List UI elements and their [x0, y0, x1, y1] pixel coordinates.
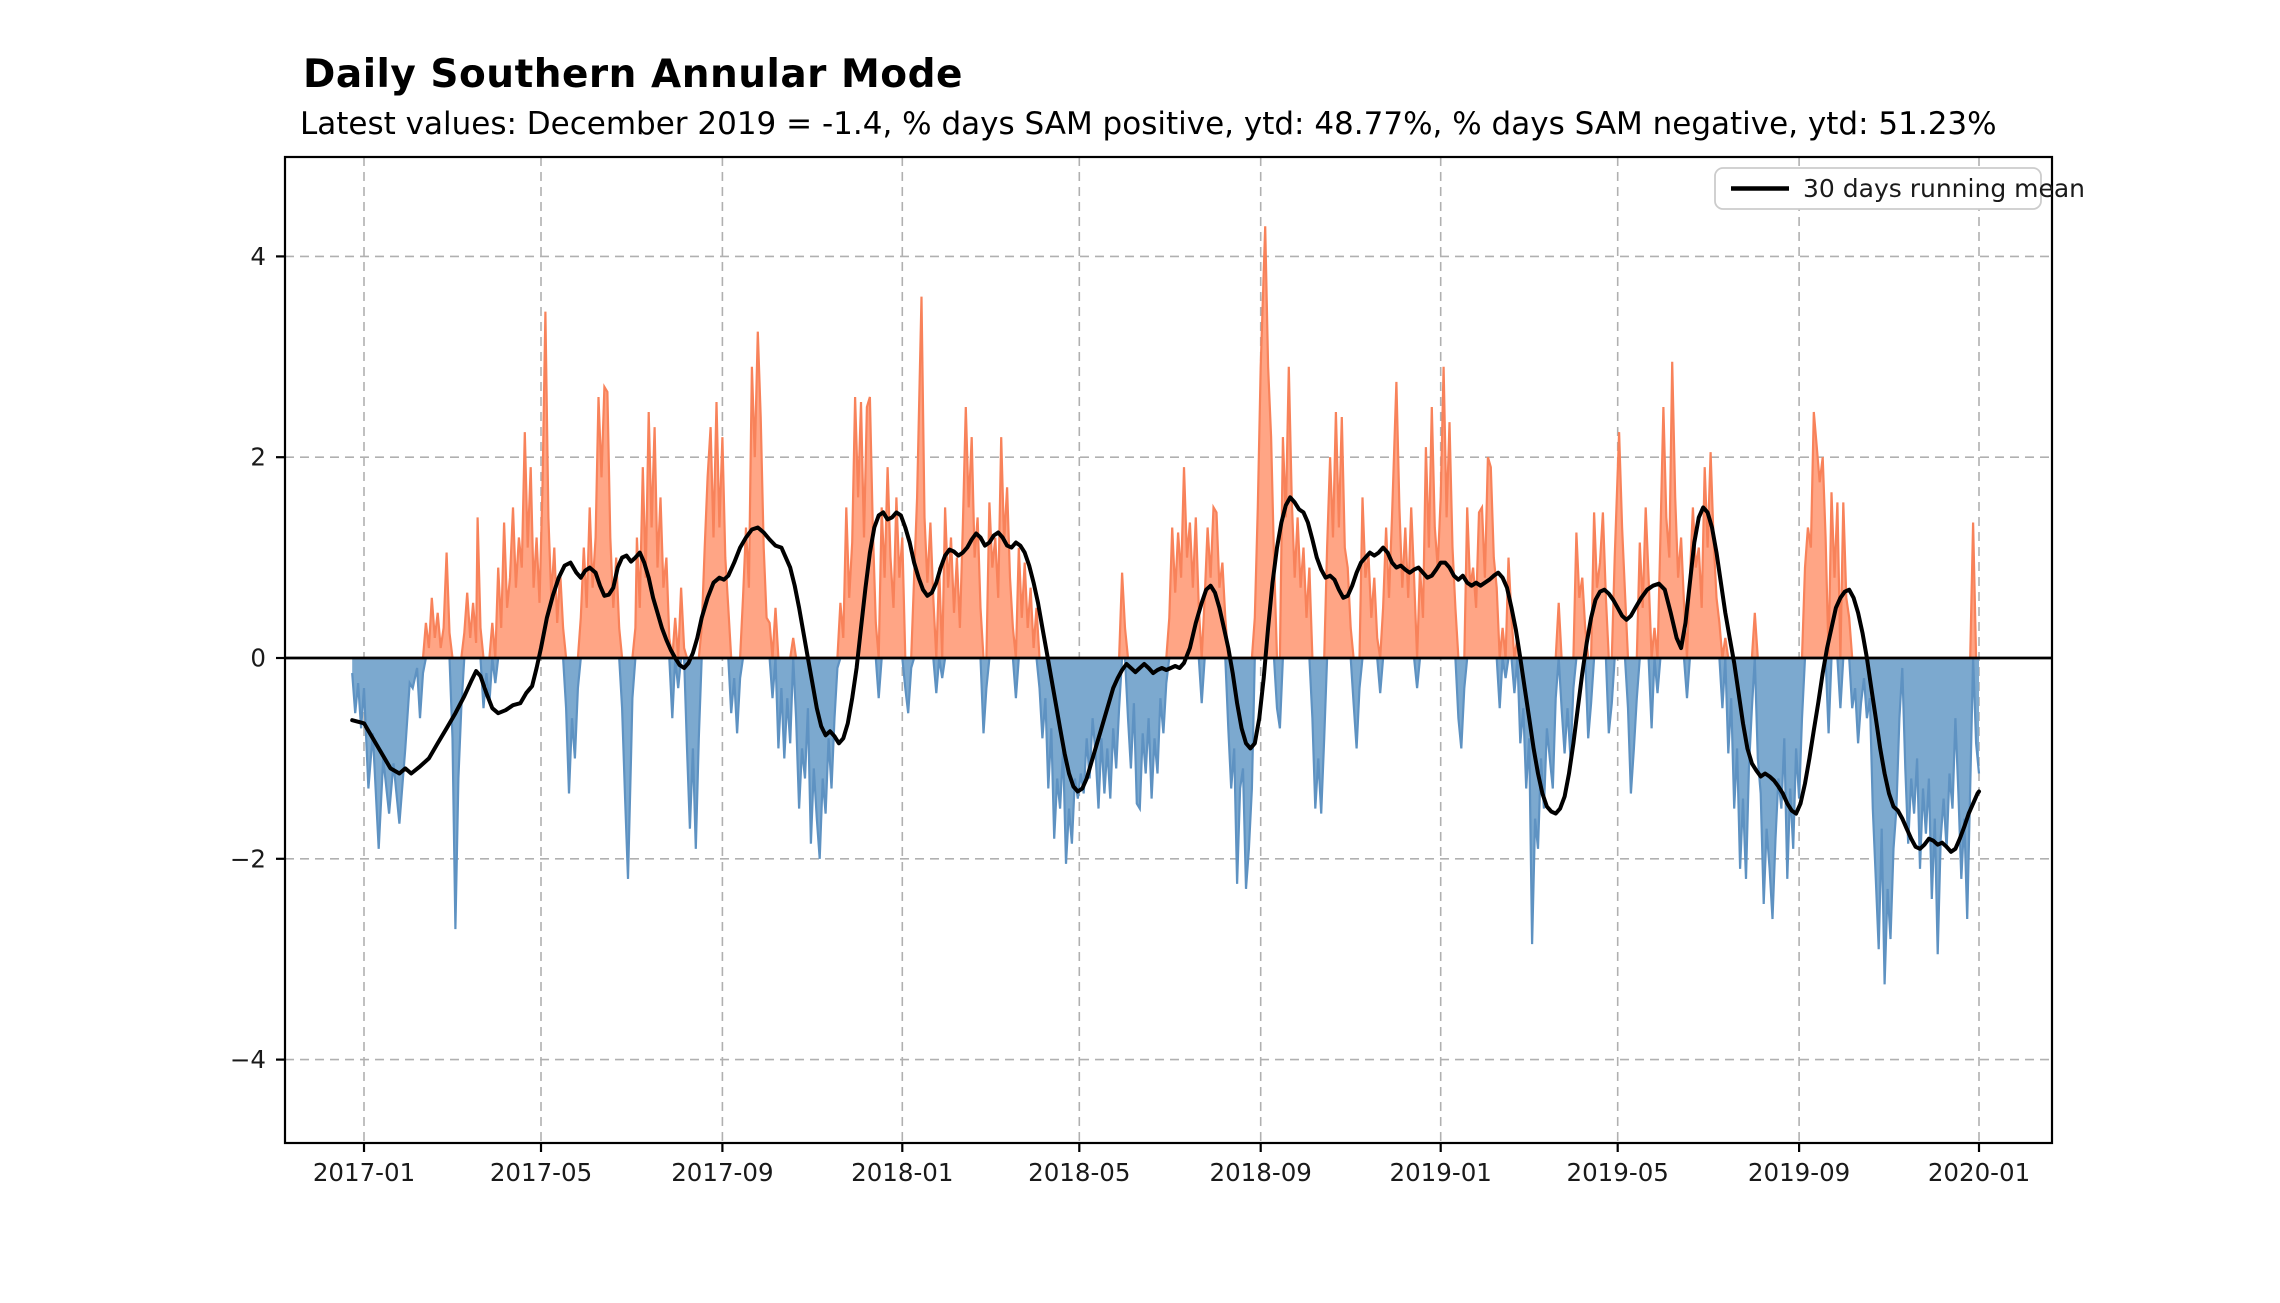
y-tick-label: −4 — [230, 1045, 266, 1074]
running-mean-path — [350, 495, 1981, 854]
x-tick-label: 2018-09 — [1210, 1158, 1312, 1187]
chart-title: Daily Southern Annular Mode — [303, 52, 963, 97]
x-tick-label: 2019-01 — [1390, 1158, 1492, 1187]
axes: 2017-01 2017-05 2017-09 2018-01 2018-05 2018-… — [230, 155, 2054, 1187]
sam-positive-area — [352, 226, 1980, 659]
plot-border — [283, 155, 2054, 1145]
x-tick-label: 2018-05 — [1028, 1158, 1130, 1187]
sam-positive-edge — [352, 226, 1979, 660]
daily-index-areas — [351, 226, 1981, 985]
x-tick-label: 2017-01 — [313, 1158, 415, 1187]
legend-box — [1714, 167, 2042, 210]
x-tick-label: 2019-09 — [1748, 1158, 1850, 1187]
x-tick-label: 2018-01 — [851, 1158, 953, 1187]
x-tick-label: 2020-01 — [1928, 1158, 2030, 1187]
running-mean-line — [350, 495, 1981, 854]
y-tick-label: 4 — [250, 242, 266, 271]
y-tick-label: 2 — [250, 443, 266, 472]
legend-label: 30 days running mean — [1803, 174, 2085, 203]
y-tick-label: 0 — [250, 644, 266, 673]
y-tick-label: −2 — [230, 844, 266, 873]
x-tick-label: 2017-05 — [490, 1158, 592, 1187]
chart-subtitle: Latest values: December 2019 = -1.4, % d… — [300, 106, 1997, 142]
gridlines — [285, 157, 2052, 1143]
legend: 30 days running mean — [1714, 167, 2085, 210]
x-tick-label: 2017-09 — [671, 1158, 773, 1187]
x-tick-label: 2019-05 — [1567, 1158, 1669, 1187]
